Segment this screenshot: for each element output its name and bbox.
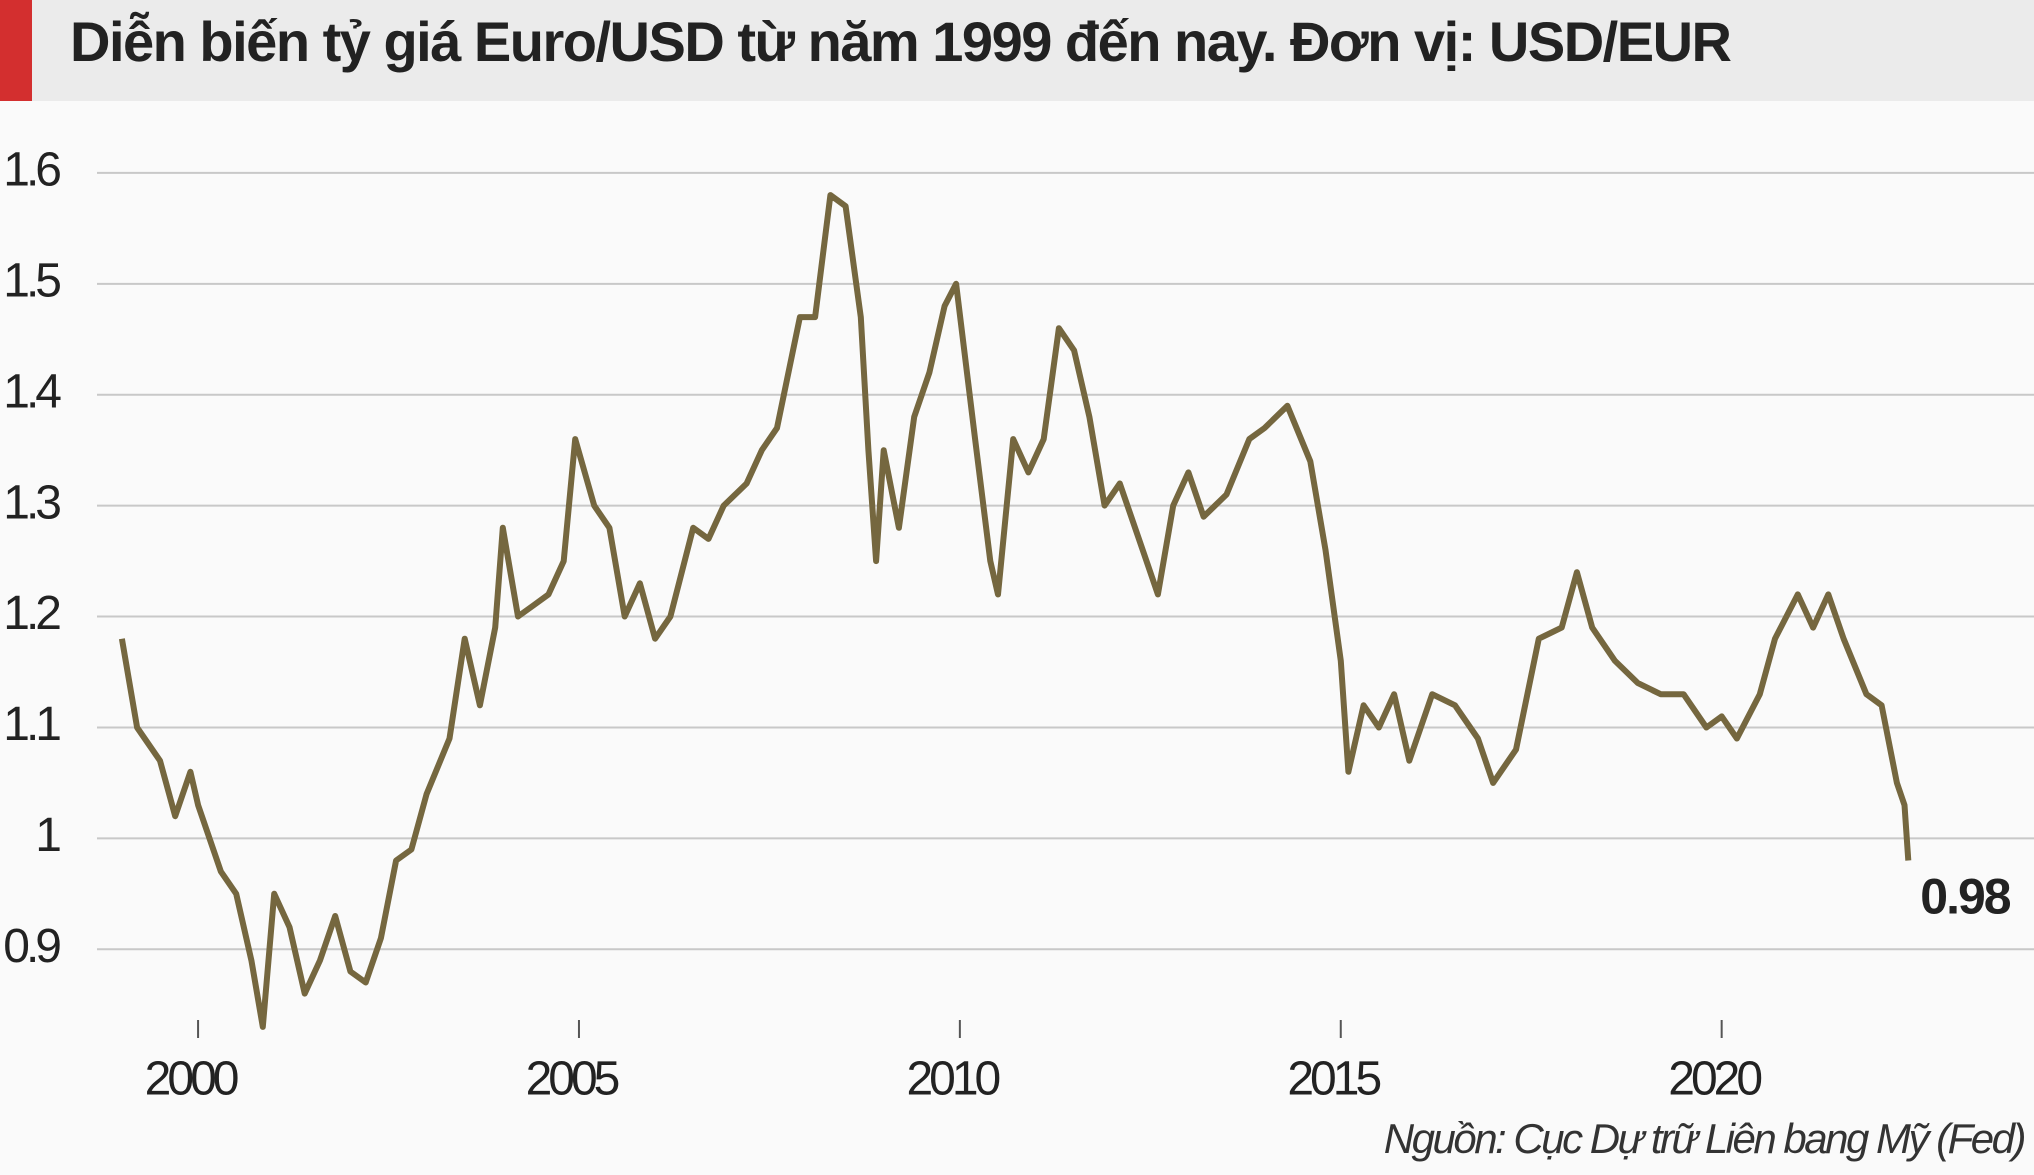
- y-tick-label: 1.3: [3, 476, 60, 529]
- x-tick-label: 2020: [1668, 1053, 1761, 1106]
- title-bar: [0, 0, 2034, 101]
- data-line: [118, 192, 1912, 1030]
- y-tick-label: 1.5: [3, 254, 60, 307]
- x-tick-label: 2010: [906, 1053, 999, 1106]
- y-tick-label: 1.1: [3, 698, 60, 751]
- x-tick-label: 2000: [145, 1053, 238, 1106]
- chart-title: Diễn biến tỷ giá Euro/USD từ năm 1999 đế…: [70, 10, 1732, 73]
- title-accent: [0, 0, 32, 101]
- y-tick-label: 1.2: [3, 587, 60, 640]
- x-tick-label: 2015: [1287, 1053, 1380, 1106]
- y-tick-label: 1: [35, 809, 60, 862]
- x-tick-label: 2005: [526, 1053, 619, 1106]
- y-tick-label: 1.6: [3, 144, 60, 197]
- source-note: Nguồn: Cục Dự trữ Liên bang Mỹ (Fed): [1384, 1115, 2025, 1162]
- end-value-label: 0.98: [1920, 869, 2011, 925]
- y-tick-label: 0.9: [3, 920, 60, 973]
- y-tick-label: 1.4: [3, 365, 61, 418]
